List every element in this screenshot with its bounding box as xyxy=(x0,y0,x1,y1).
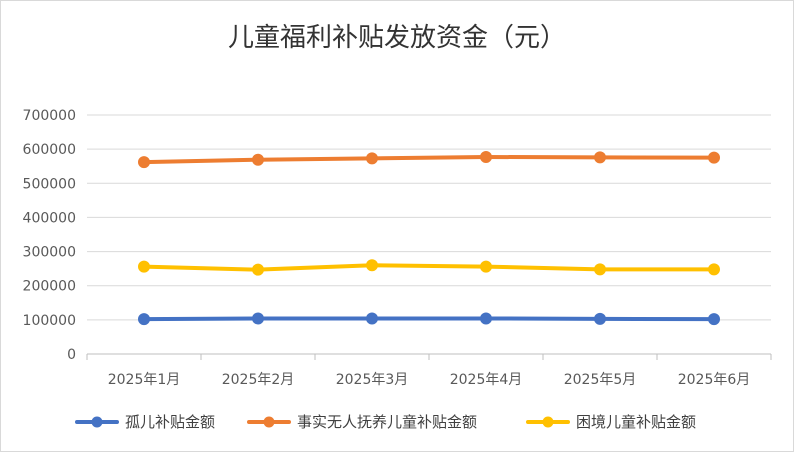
legend: 孤儿补贴金额 事实无人抚养儿童补贴金额 困境儿童补贴金额 xyxy=(75,413,696,431)
legend-marker xyxy=(91,416,103,428)
data-point xyxy=(594,263,606,276)
data-point xyxy=(480,150,492,163)
data-point xyxy=(366,312,378,325)
data-point xyxy=(480,260,492,273)
series-line xyxy=(142,316,716,322)
data-point xyxy=(480,312,492,325)
data-point xyxy=(708,151,720,164)
data-point xyxy=(252,153,264,166)
y-tick-label: 300000 xyxy=(23,245,76,261)
gridlines xyxy=(87,114,771,321)
data-point xyxy=(594,312,606,325)
legend-label: 事实无人抚养儿童补贴金额 xyxy=(297,413,477,431)
series-line xyxy=(142,263,716,272)
series-lines xyxy=(138,150,720,326)
x-tick-label: 2025年5月 xyxy=(564,372,637,388)
y-tick-label: 500000 xyxy=(23,176,76,192)
x-tick-label: 2025年1月 xyxy=(108,372,181,388)
data-point xyxy=(366,259,378,272)
series-line xyxy=(142,154,716,165)
y-tick-label: 100000 xyxy=(23,313,76,329)
x-tick-label: 2025年2月 xyxy=(222,372,295,388)
x-tick-label: 2025年3月 xyxy=(336,372,409,388)
data-point xyxy=(252,312,264,325)
data-point xyxy=(708,263,720,276)
x-tick-label: 2025年6月 xyxy=(678,372,751,388)
data-point xyxy=(138,260,150,273)
chart-title: 儿童福利补贴发放资金（元） xyxy=(228,23,566,53)
y-tick-label: 600000 xyxy=(23,142,76,158)
y-tick-label: 400000 xyxy=(23,210,76,226)
data-point xyxy=(252,263,264,276)
legend-label: 孤儿补贴金额 xyxy=(125,413,215,431)
legend-marker xyxy=(542,416,554,428)
y-tick-label: 700000 xyxy=(23,108,76,124)
data-point xyxy=(708,313,720,326)
y-tick-label: 200000 xyxy=(23,279,76,295)
legend-label: 困境儿童补贴金额 xyxy=(576,413,696,431)
data-point xyxy=(594,151,606,164)
data-point xyxy=(366,152,378,165)
data-point xyxy=(138,313,150,326)
x-tick-label: 2025年4月 xyxy=(450,372,523,388)
y-tick-label: 0 xyxy=(67,347,76,363)
legend-marker xyxy=(263,416,275,428)
data-point xyxy=(138,156,150,169)
axes: 0 100000 200000 300000 400000 500000 600000 700… xyxy=(23,108,772,388)
